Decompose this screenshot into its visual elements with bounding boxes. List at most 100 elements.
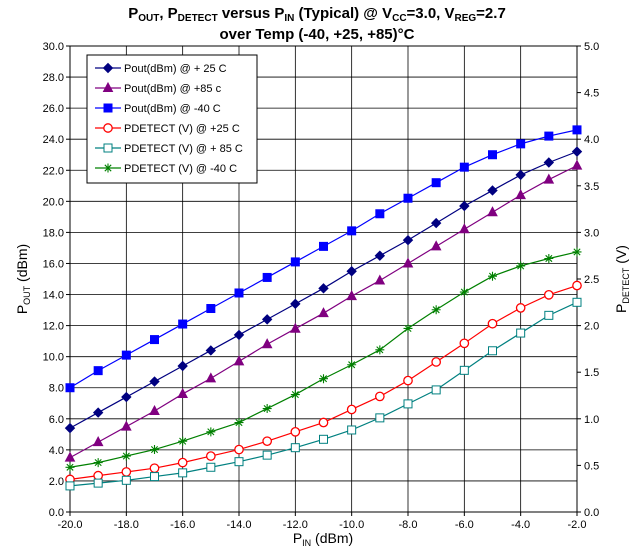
data-point: [347, 425, 357, 435]
data-point: [93, 470, 104, 481]
data-point: [374, 274, 386, 285]
data-point: [488, 150, 497, 160]
y-left-tick-label: 6.0: [49, 414, 64, 426]
legend-item: Pout(dBm) @ -40 C: [95, 103, 221, 115]
series-4: [65, 280, 582, 485]
data-point: [121, 391, 132, 403]
x-tick-label: -20.0: [57, 519, 82, 531]
y-left-tick-label: 14.0: [43, 290, 64, 302]
data-point: [262, 436, 273, 447]
data-point: [121, 451, 131, 461]
data-point: [206, 462, 216, 472]
data-point: [64, 422, 76, 434]
data-point: [234, 288, 244, 298]
data-point: [64, 451, 76, 462]
data-point: [205, 345, 217, 356]
y-left-tick-label: 30.0: [43, 41, 64, 53]
data-point: [430, 240, 442, 251]
data-point: [403, 375, 413, 386]
data-point: [233, 329, 245, 341]
data-point: [65, 383, 75, 393]
data-point: [93, 366, 103, 376]
y-right-tick-label: 0.0: [584, 507, 599, 519]
data-point: [177, 360, 188, 372]
data-point: [374, 391, 385, 402]
data-point: [403, 193, 413, 203]
legend-marker: [102, 81, 114, 92]
data-point: [93, 478, 103, 488]
y-left-tick-label: 2.0: [49, 476, 64, 488]
data-point: [262, 450, 272, 460]
data-point: [290, 257, 300, 267]
chart-title-line1: POUT, PDETECT versus PIN (Typical) @ VCC…: [128, 5, 506, 24]
data-point: [431, 385, 441, 395]
legend-item: PDETECT (V) @ -40 C: [95, 163, 237, 175]
axes: -20.0 -18.0 -16.0 -14.0 -12.0 -10.0 -8.0 -6.0 -4…: [14, 41, 631, 548]
y-left-tick-label: 0.0: [49, 507, 64, 519]
data-point: [572, 125, 582, 135]
legend-marker: [103, 103, 113, 113]
y-left-axis-label: POUT (dBm): [14, 244, 32, 314]
y-right-tick-label: 1.0: [584, 414, 599, 426]
data-point: [431, 357, 442, 367]
data-point: [544, 310, 554, 320]
chart-title-line2: over Temp (-40, +25, +85)°C: [220, 26, 415, 43]
data-point: [375, 209, 385, 219]
data-point: [571, 146, 583, 157]
data-point: [402, 234, 414, 246]
legend-label: PDETECT (V) @ + 85 C: [124, 143, 243, 155]
data-point: [347, 360, 357, 370]
data-point: [234, 418, 244, 428]
data-point: [459, 200, 470, 212]
data-point: [459, 365, 469, 375]
y-left-tick-label: 12.0: [43, 321, 64, 333]
y-right-tick-label: 2.5: [584, 274, 599, 286]
data-point: [515, 169, 526, 181]
y-left-tick-label: 22.0: [43, 165, 64, 177]
data-point: [571, 159, 583, 170]
series-6: [65, 247, 582, 472]
data-point: [121, 420, 132, 431]
data-point: [402, 257, 414, 268]
data-point: [93, 458, 103, 468]
data-point: [205, 451, 216, 461]
x-tick-label: -8.0: [399, 519, 418, 531]
data-point: [65, 462, 75, 472]
data-point: [206, 427, 216, 437]
legend-marker: [102, 62, 114, 74]
data-point: [488, 271, 497, 281]
data-point: [459, 223, 470, 234]
data-point: [178, 468, 188, 478]
legend: Pout(dBm) @ + 25 C Pout(dBm) @ +85 c Pout(…: [86, 54, 258, 184]
data-point: [431, 178, 441, 188]
legend-marker: [103, 143, 113, 153]
legend-label: Pout(dBm) @ + 25 C: [124, 63, 227, 75]
data-point: [290, 390, 300, 400]
data-point: [544, 253, 554, 263]
y-right-tick-label: 0.5: [584, 460, 599, 472]
data-point: [65, 481, 75, 491]
x-tick-label: -12.0: [283, 519, 308, 531]
data-point: [150, 445, 159, 455]
x-tick-label: -2.0: [568, 519, 587, 531]
data-point: [430, 217, 442, 229]
chart-title: POUT, PDETECT versus PIN (Typical) @ VCC…: [128, 5, 506, 43]
legend-item: Pout(dBm) @ + 25 C: [95, 62, 227, 75]
data-point: [290, 298, 301, 310]
data-point: [488, 346, 497, 356]
x-tick-label: -18.0: [114, 519, 139, 531]
data-point: [374, 250, 386, 261]
x-tick-label: -4.0: [511, 519, 530, 531]
data-point: [261, 314, 273, 325]
legend-marker: [103, 123, 113, 133]
x-tick-label: -6.0: [455, 519, 474, 531]
y-right-tick-label: 5.0: [584, 41, 599, 53]
data-point: [262, 404, 272, 414]
data-point: [177, 387, 188, 398]
data-point: [487, 318, 498, 329]
series: [64, 125, 583, 491]
legend-label: PDETECT (V) @ +25 C: [124, 123, 240, 135]
data-point: [234, 444, 244, 455]
y-left-tick-label: 18.0: [43, 227, 64, 239]
data-point: [92, 407, 104, 418]
